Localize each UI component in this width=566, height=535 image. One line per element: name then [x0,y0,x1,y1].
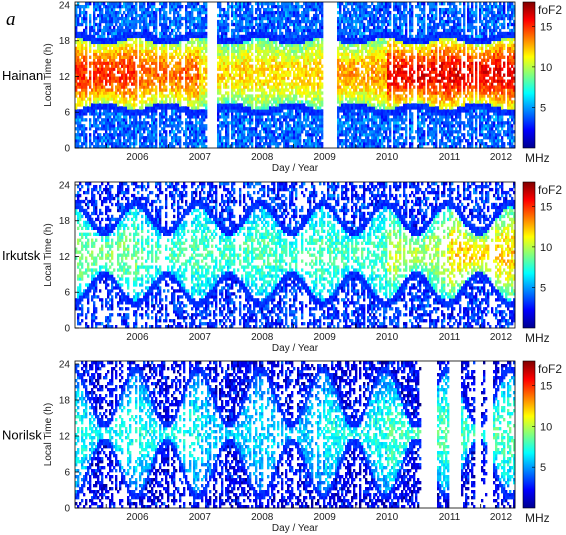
colorbar-title: foF2 [538,3,562,17]
heatmap-cells [75,2,516,149]
plot-frame [74,360,516,509]
y-tick-label: 18 [59,36,71,47]
figure-letter: a [6,9,16,30]
x-tick-label: 2008 [251,512,274,523]
y-axis-label: Local Time (h) [43,223,54,286]
colorbar-tick-label: 5 [540,102,546,114]
y-tick-label: 6 [64,468,70,479]
station-label: Irkutsk [2,248,41,263]
x-tick-label: 2008 [251,332,274,343]
x-tick-label: 2009 [314,152,337,163]
y-axis-label: Local Time (h) [43,43,54,106]
colorbar-gradient [522,360,536,509]
x-tick-label: 2011 [439,332,461,343]
x-tick-label: 2007 [189,332,212,343]
y-tick-label: 12 [59,252,71,263]
y-tick-label: 6 [64,108,70,119]
heatmap-cells [75,361,516,509]
station-label: Hainan [2,68,43,83]
x-tick-label: 2010 [376,512,399,523]
x-tick-label: 2011 [439,512,461,523]
colorbar-gradient [522,181,536,329]
colorbar-tick-label: 10 [540,242,552,254]
x-tick-label: 2010 [376,332,399,343]
y-tick-label: 24 [59,180,71,191]
y-axis-label: Local Time (h) [43,403,54,466]
x-tick-label: 2009 [314,332,337,343]
colorbar-gradient [522,1,536,149]
y-tick-label: 12 [59,432,71,443]
y-tick-label: 0 [64,504,70,515]
panel-hainan: 0 6 12 18 24 2006 2007 2008 2009 2010 2011 2012 Day … [2,0,562,174]
x-tick-label: 2007 [189,512,212,523]
plot-frame [74,1,516,149]
y-tick-label: 12 [59,72,71,83]
station-label: Norilsk [2,428,42,443]
colorbar-unit: MHz [525,511,550,525]
colorbar-unit: MHz [525,331,550,345]
colorbar-tick-label: 10 [540,62,552,74]
colorbar-tick-label: 10 [540,421,552,433]
colorbar-tick-label: 5 [540,282,546,294]
x-tick-label: 2012 [490,512,513,523]
colorbar-unit: MHz [525,151,550,165]
plot-frame [74,181,516,329]
heatmap-cells [75,182,516,329]
colorbar-tick-label: 5 [540,462,546,474]
x-axis-label: Day / Year [272,523,319,534]
y-tick-label: 0 [64,324,70,335]
x-tick-label: 2009 [314,512,337,523]
colorbar: 5 10 15 foF2 MHz [522,181,562,345]
colorbar-title: foF2 [538,183,562,197]
x-tick-label: 2008 [251,152,274,163]
x-tick-label: 2012 [490,332,513,343]
x-tick-label: 2011 [439,152,461,163]
y-tick-label: 18 [59,216,71,227]
panel-irkutsk: 0 6 12 18 24 2006 2007 2008 2009 2010 2011 2012 Day … [2,180,562,354]
x-axis-label: Day / Year [272,343,319,354]
x-tick-label: 2007 [189,152,212,163]
y-tick-label: 24 [59,0,71,11]
colorbar-tick-label: 15 [540,21,552,33]
x-axis-label: Day / Year [272,163,319,174]
y-tick-label: 6 [64,288,70,299]
colorbar-tick-label: 15 [540,381,552,393]
colorbar-title: foF2 [538,362,562,376]
colorbar-tick-label: 15 [540,201,552,213]
x-tick-label: 2006 [126,512,149,523]
x-tick-label: 2006 [126,152,149,163]
y-tick-label: 18 [59,396,71,407]
x-tick-label: 2006 [126,332,149,343]
colorbar: 5 10 15 foF2 MHz [522,1,562,165]
colorbar: 5 10 15 foF2 MHz [522,360,562,525]
x-tick-label: 2012 [490,152,513,163]
y-tick-label: 24 [59,360,71,371]
x-tick-label: 2010 [376,152,399,163]
panel-norilsk: 0 6 12 18 24 2006 2007 2008 2009 2010 2011 2012 Day … [2,360,562,535]
y-tick-label: 0 [64,144,70,155]
